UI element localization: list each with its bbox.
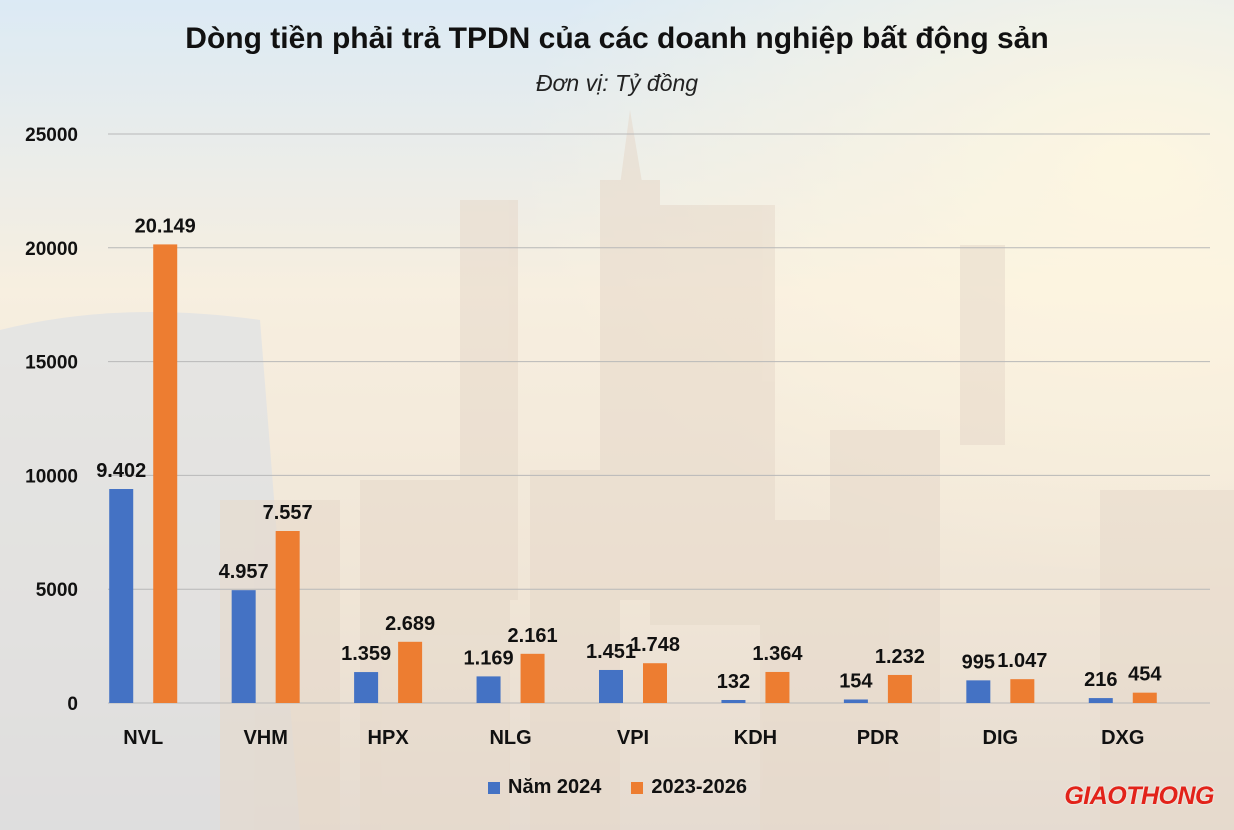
data-label: 216 [1084,669,1117,691]
chart-subtitle: Đơn vị: Tỷ đồng [535,70,699,96]
y-tick-label: 20000 [25,239,78,260]
data-label: 4.957 [219,561,269,583]
data-label: 1.364 [752,643,803,665]
data-label: 1.748 [630,634,680,656]
y-tick-label: 5000 [36,580,78,601]
data-label: 1.169 [464,647,514,669]
legend-item-2024: Năm 2024 [488,776,601,799]
x-tick-label-hpx: HPX [368,727,410,749]
x-tick-label-dig: DIG [983,727,1019,749]
data-label: 20.149 [135,215,196,237]
bar-nlg-nam-2024 [476,676,501,703]
legend-item-2023-2026: 2023-2026 [631,776,747,799]
legend-swatch-2024 [488,781,500,794]
data-label: 995 [962,651,995,673]
giaothong-logo: GIAOTHONG [1064,782,1214,810]
bar-hpx-nam-2024 [354,672,379,703]
bar-hpx-2023-2026 [398,641,423,703]
bar-kdh-2023-2026 [765,671,790,703]
legend-swatch-2023-2026 [631,781,644,794]
bar-nvl-nam-2024 [109,489,134,703]
bars [109,244,1157,703]
data-label: 2.689 [385,613,435,635]
bar-dig-2023-2026 [1010,679,1035,703]
bar-pdr-nam-2024 [843,699,868,703]
y-tick-label: 15000 [25,353,78,374]
y-tick-label: 10000 [25,466,78,487]
data-label: 132 [717,671,750,693]
data-label: 2.161 [508,625,558,647]
bar-kdh-nam-2024 [721,699,746,703]
gridlines [108,133,1210,704]
bar-nlg-2023-2026 [520,653,545,703]
x-axis-ticks: NVL VHM HPX NLG VPI KDH PDR DIG DXG [123,727,1144,749]
bar-nvl-2023-2026 [153,244,178,703]
x-tick-label-vhm: VHM [243,727,287,749]
bar-vpi-2023-2026 [643,663,667,703]
x-tick-label-pdr: PDR [857,727,900,749]
y-tick-label: 0 [67,694,78,715]
chart-title: Dòng tiền phải trả TPDN của các doanh ng… [185,22,1049,55]
data-label: 1.359 [341,643,391,665]
bar-pdr-2023-2026 [887,674,912,703]
x-tick-label-nvl: NVL [123,727,163,749]
bar-vpi-nam-2024 [599,669,623,703]
legend: Năm 2024 2023-2026 [488,776,747,799]
data-label: 154 [839,670,873,692]
bar-dxg-nam-2024 [1088,698,1113,703]
data-labels: 9.402 20.149 4.957 7.557 1.359 2.689 1.1692.16… [96,215,1162,693]
x-tick-label-vpi: VPI [617,727,649,749]
data-label: 7.557 [263,502,313,524]
x-tick-label-dxg: DXG [1101,727,1144,749]
bar-dxg-2023-2026 [1132,692,1157,703]
legend-label-2023-2026: 2023-2026 [651,776,748,798]
data-label: 9.402 [96,460,146,482]
bar-vhm-2023-2026 [275,531,300,703]
bar-dig-nam-2024 [966,680,991,703]
data-label: 1.232 [875,646,925,668]
bar-vhm-nam-2024 [231,590,256,703]
data-label: 1.047 [997,650,1047,672]
legend-label-2024: Năm 2024 [508,776,602,798]
y-axis-ticks: 0 5000 10000 15000 20000 25000 [25,125,78,715]
data-label: 1.451 [586,641,636,663]
x-tick-label-nlg: NLG [489,727,531,749]
x-tick-label-kdh: KDH [734,727,777,749]
y-tick-label: 25000 [25,125,78,146]
data-label: 454 [1128,664,1162,686]
